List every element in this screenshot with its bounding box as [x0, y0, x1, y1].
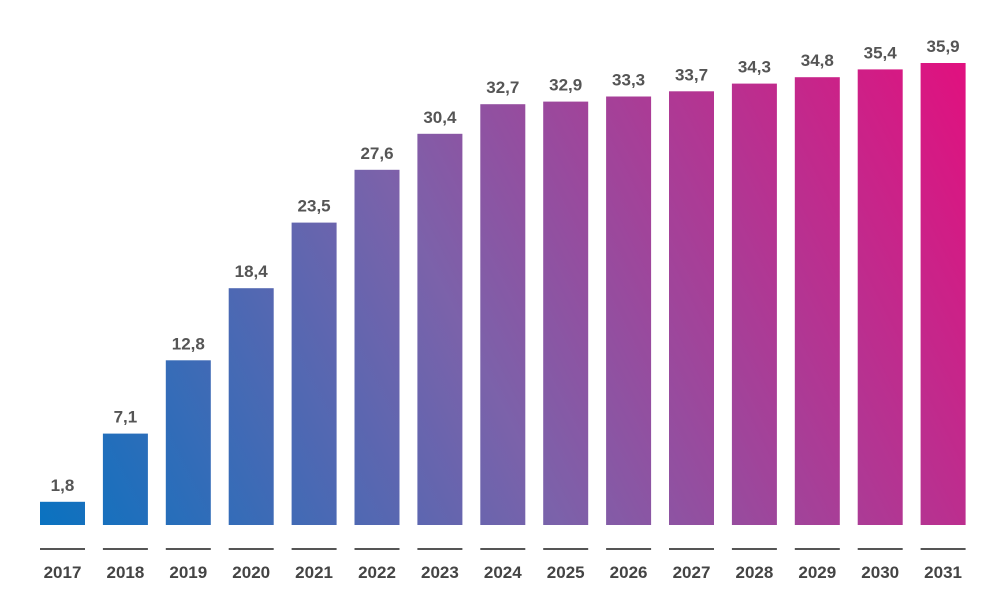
tick-label-2017: 2017: [44, 563, 82, 582]
value-label-2018: 7,1: [114, 408, 138, 427]
tick-label-2027: 2027: [673, 563, 711, 582]
bar-2017: [40, 501, 85, 525]
bar-2031: [920, 63, 966, 525]
value-label-2030: 35,4: [864, 43, 898, 62]
bars-group: [40, 63, 966, 526]
bar-2024: [480, 104, 526, 525]
value-label-2026: 33,3: [612, 71, 645, 90]
tick-label-2024: 2024: [484, 563, 522, 582]
tick-label-2028: 2028: [735, 563, 773, 582]
value-label-2031: 35,9: [927, 37, 960, 56]
tick-label-2026: 2026: [610, 563, 648, 582]
value-label-2023: 30,4: [423, 108, 457, 127]
value-label-2017: 1,8: [51, 476, 75, 495]
bar-2030: [857, 69, 903, 526]
value-label-2022: 27,6: [360, 144, 393, 163]
bar-2020: [228, 288, 274, 525]
tick-label-2030: 2030: [861, 563, 899, 582]
tick-label-2019: 2019: [169, 563, 207, 582]
value-label-2019: 12,8: [172, 334, 205, 353]
tick-label-2031: 2031: [924, 563, 962, 582]
tick-label-2020: 2020: [232, 563, 270, 582]
tick-label-2018: 2018: [106, 563, 144, 582]
bar-2029: [794, 77, 840, 525]
bar-2022: [354, 169, 400, 526]
value-label-2028: 34,3: [738, 58, 771, 77]
x-axis-ticks-group: 2017 2018 2019 2020 2021 2022 2023 2024 2025 2026…: [40, 548, 966, 582]
tick-label-2025: 2025: [547, 563, 585, 582]
tick-label-2029: 2029: [798, 563, 836, 582]
bar-2018: [102, 433, 148, 525]
tick-label-2023: 2023: [421, 563, 459, 582]
tick-label-2022: 2022: [358, 563, 396, 582]
bar-2025: [543, 101, 589, 525]
bar-2028: [731, 83, 777, 525]
bar-2019: [165, 360, 211, 525]
value-label-2027: 33,7: [675, 65, 708, 84]
bar-2026: [606, 96, 652, 525]
value-label-2025: 32,9: [549, 76, 582, 95]
value-label-2024: 32,7: [486, 78, 519, 97]
value-label-2021: 23,5: [298, 197, 331, 216]
value-label-2020: 18,4: [235, 262, 269, 281]
bar-2021: [291, 222, 337, 525]
tick-label-2021: 2021: [295, 563, 333, 582]
bar-2027: [669, 91, 714, 526]
value-label-2029: 34,8: [801, 51, 834, 70]
value-labels-group: 1,8 7,1 12,8 18,4 23,5 27,6 30,4 32,7 32,9 33,3 33…: [51, 37, 960, 495]
bar-2023: [417, 133, 463, 526]
